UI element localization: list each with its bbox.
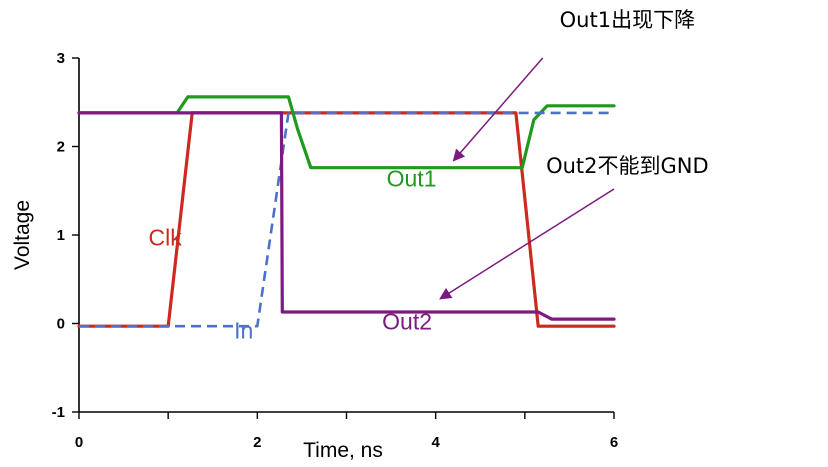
x-tick-label: 6 [610,434,618,451]
annotation-label: Out1出现下降 [560,8,695,32]
annotation-layer: Out1出现下降 Out2不能到GND [439,8,709,300]
series-label-clk: Clk [149,225,183,251]
series-line-out1 [77,95,616,170]
series-layer [77,95,616,328]
y-tick-labels: 3 2 1 0 -1 [52,50,65,421]
series-label-layer: Clk In Out1 Out2 [149,165,437,343]
y-tick-label: 0 [57,316,65,333]
x-tick-marks [78,412,615,419]
axes: 0 2 4 6 3 2 1 0 -1 [52,50,619,451]
y-tick-marks [72,57,79,413]
series-line-in [79,111,614,328]
series-line-out2 [77,111,616,321]
y-tick-label: 1 [57,227,65,244]
annotation-arrow [439,188,615,300]
series-line-clk [77,111,616,328]
y-tick-label: -1 [52,404,65,421]
x-tick-labels: 0 2 4 6 [75,434,618,451]
x-tick-label: 2 [253,434,261,451]
annotation-label: Out2不能到GND [546,154,709,178]
x-axis-title: Time, ns [303,439,383,462]
series-label-in: In [234,318,253,344]
series-label-out2: Out2 [382,309,432,335]
x-tick-label: 4 [431,434,440,451]
y-axis-title: Voltage [11,200,34,270]
y-tick-label: 3 [57,50,65,67]
annotation-arrow [452,57,544,162]
y-tick-label: 2 [57,139,65,156]
series-label-out1: Out1 [387,165,437,191]
x-tick-label: 0 [75,434,83,451]
